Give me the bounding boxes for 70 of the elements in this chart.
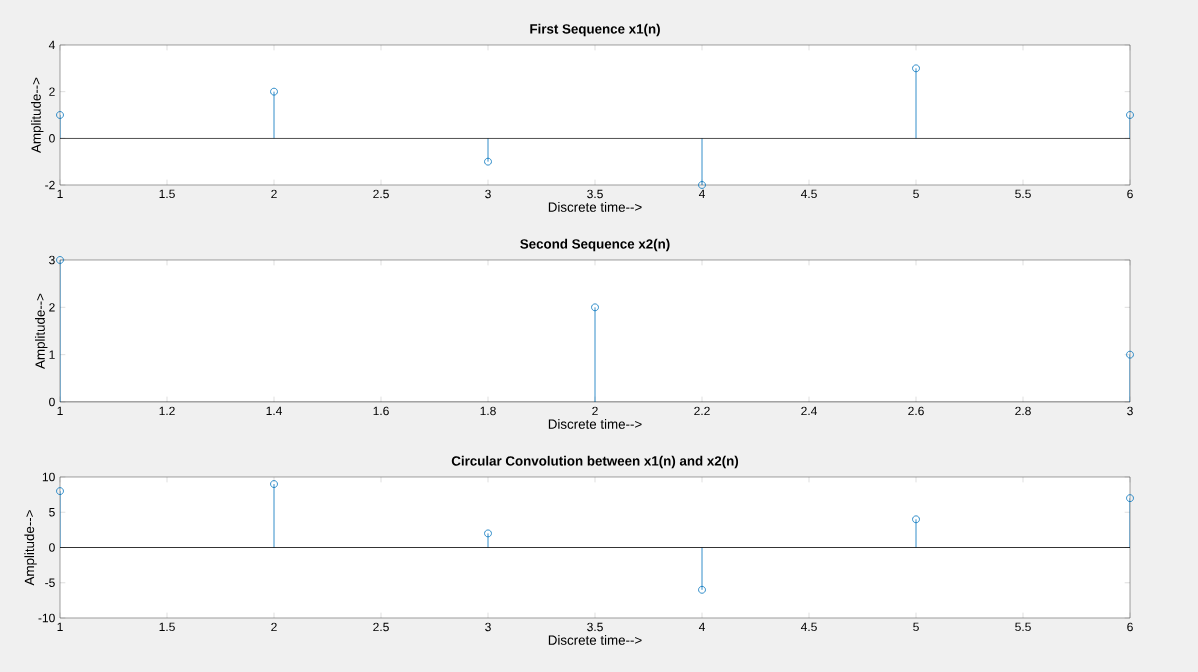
point	[698, 585, 706, 594]
y-tick-label: 4	[48, 40, 55, 50]
y-axis-title: Amplitude-->	[24, 510, 37, 586]
point	[56, 111, 64, 119]
x-tick-label: 4.5	[800, 622, 817, 632]
x-tick-label: 2.6	[908, 406, 924, 416]
x-tick-label: 2.8	[1015, 406, 1031, 416]
x-tick-label: 1.2	[159, 406, 175, 416]
x-tick-label: 4	[698, 189, 705, 198]
chart-title: Circular Convolution between x1(n) and x2(n)	[451, 455, 739, 469]
y-tick-label: 2	[49, 87, 55, 96]
x-tick-label: 6	[1127, 189, 1133, 199]
x-tick-label: 1.4	[266, 406, 282, 415]
x-tick-label: 3	[485, 189, 491, 199]
x-tick-label: 4.5	[800, 189, 817, 199]
y-axis-title: Amplitude-->	[35, 293, 48, 369]
x-tick-label: 5	[913, 189, 919, 199]
x-tick-label: 5	[913, 622, 919, 632]
chart-title: First Sequence x1(n)	[530, 23, 660, 37]
x-tick-label: 3.5	[587, 622, 603, 632]
point	[484, 529, 492, 538]
point	[1126, 494, 1134, 503]
x-tick-label: 1	[57, 622, 63, 631]
x-axis-title: Discrete time-->	[548, 202, 642, 212]
x-axis-title: Discrete time-->	[548, 635, 642, 645]
x-tick-label: 2.2	[694, 406, 710, 416]
point	[270, 87, 278, 96]
x-tick-label: 2	[271, 189, 277, 199]
x-tick-label: 1	[57, 406, 63, 415]
x-axis-title: Discrete time-->	[548, 419, 642, 429]
x-tick-label: 4	[698, 622, 705, 631]
x-tick-label: 3.5	[587, 189, 603, 199]
x-tick-label: 2.5	[373, 622, 389, 632]
point	[912, 515, 920, 524]
point	[484, 157, 492, 166]
x-tick-label: 1.8	[480, 406, 496, 416]
y-tick-label: 5	[49, 508, 55, 517]
x-tick-label: 1.5	[159, 189, 175, 199]
y-tick-label: -2	[45, 180, 55, 190]
point	[56, 256, 64, 264]
point	[1126, 111, 1134, 119]
y-tick-label: 1	[49, 350, 55, 359]
point	[912, 64, 920, 73]
x-tick-label: 5.5	[1015, 622, 1031, 632]
x-tick-label: 2	[271, 622, 277, 632]
y-tick-label: 0	[49, 543, 55, 552]
y-tick-label: 3	[49, 255, 55, 265]
x-tick-label: 3	[1127, 406, 1133, 416]
x-tick-label: 2.4	[801, 406, 817, 416]
x-tick-label: 1.5	[159, 622, 175, 632]
y-tick-label: 0	[49, 397, 55, 407]
x-tick-label: 1.6	[373, 406, 389, 416]
point	[698, 181, 706, 189]
point	[270, 480, 278, 488]
y-tick-label: -10	[38, 613, 55, 623]
point	[56, 487, 64, 495]
chart-title: Second Sequence x2(n)	[520, 238, 670, 252]
x-tick-label: 1	[57, 189, 63, 198]
x-tick-label: 6	[1127, 622, 1133, 632]
x-tick-label: 2	[592, 406, 598, 416]
x-tick-label: 2.5	[373, 189, 389, 199]
y-tick-label: -5	[45, 578, 55, 587]
x-tick-label: 3	[485, 622, 491, 632]
point	[1126, 350, 1134, 359]
y-tick-label: 2	[49, 303, 55, 312]
x-tick-label: 5.5	[1015, 189, 1031, 199]
y-tick-label: 0	[49, 134, 55, 143]
y-tick-label: 10	[42, 472, 55, 482]
y-axis-title: Amplitude-->	[31, 77, 44, 153]
point	[591, 303, 599, 312]
